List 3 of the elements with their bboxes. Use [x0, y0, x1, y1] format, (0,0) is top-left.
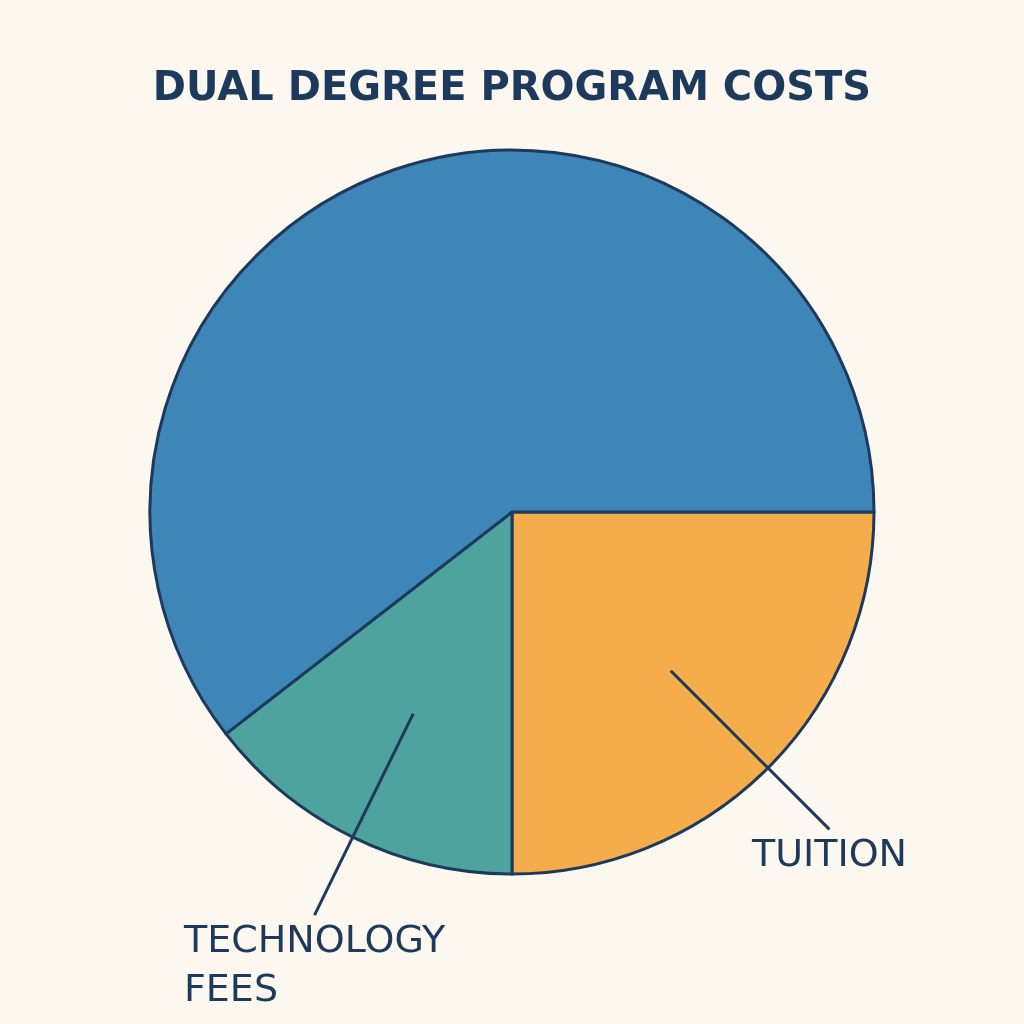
- chart-title: DUAL DEGREE PROGRAM COSTS: [152, 62, 872, 109]
- slice-label: TUITION: [751, 831, 907, 875]
- slice-label: TECHNOLOGY FEES: [183, 917, 446, 1011]
